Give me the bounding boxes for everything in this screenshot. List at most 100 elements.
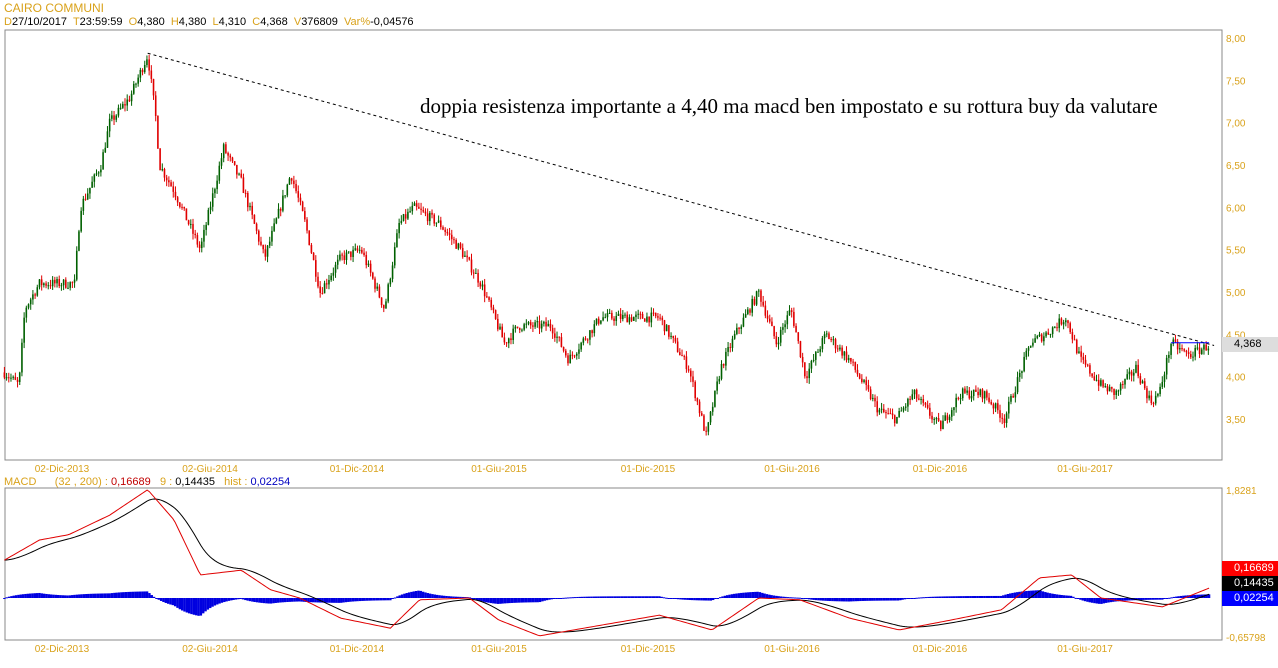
macd-hist-bar bbox=[627, 596, 631, 598]
macd-hist-bar bbox=[1088, 598, 1091, 603]
candle-body bbox=[795, 325, 797, 333]
macd-hist-bar bbox=[300, 598, 303, 602]
macd-hist-bar bbox=[1048, 593, 1052, 598]
macd-hist-bar bbox=[690, 598, 694, 601]
candle-body bbox=[779, 329, 782, 343]
macd-hist-bar bbox=[499, 598, 502, 604]
candle-body bbox=[444, 229, 446, 232]
candle-body bbox=[545, 321, 547, 327]
candle-body bbox=[352, 249, 354, 257]
macd-hist-bar bbox=[211, 598, 214, 607]
macd-hist-bar bbox=[1161, 598, 1164, 600]
macd-hist-bar bbox=[1027, 590, 1031, 598]
macd-hist-bar bbox=[672, 598, 675, 599]
macd-hist-bar bbox=[145, 591, 149, 598]
candle-body bbox=[751, 298, 754, 313]
macd-hist-bar bbox=[847, 598, 851, 602]
candle-body bbox=[154, 95, 157, 116]
macd-hist-bar bbox=[1147, 598, 1150, 600]
macd-hist-bar bbox=[248, 598, 252, 602]
macd-hist-bar bbox=[789, 597, 792, 599]
macd-hist-bar bbox=[202, 598, 205, 614]
candle-body bbox=[310, 245, 313, 253]
candle-body bbox=[1128, 371, 1131, 375]
candle-body bbox=[23, 317, 25, 343]
macd-hist-bar bbox=[585, 596, 589, 598]
candle-body bbox=[225, 144, 227, 153]
candle-body bbox=[216, 180, 218, 190]
candle-body bbox=[108, 118, 111, 132]
macd-hist-bar bbox=[428, 593, 432, 598]
macd-hist-bar bbox=[68, 595, 72, 598]
candle-body bbox=[681, 355, 683, 357]
candle-body bbox=[714, 390, 716, 407]
price-tick-label: 4,50 bbox=[1226, 330, 1246, 341]
macd-hist-bar bbox=[807, 598, 811, 600]
candle-body bbox=[565, 350, 567, 356]
macd-hist-bar bbox=[293, 598, 296, 602]
candle-body bbox=[536, 321, 539, 323]
macd-hist-bar bbox=[1093, 598, 1096, 604]
macd-hist-bar bbox=[885, 598, 888, 601]
price-tick-label: 7,50 bbox=[1226, 76, 1246, 87]
macd-hist-bar bbox=[501, 598, 504, 604]
candle-body bbox=[271, 230, 273, 242]
candle-body bbox=[909, 398, 911, 400]
candle-body bbox=[902, 407, 905, 411]
macd-tick-label: -0,65798 bbox=[1226, 633, 1266, 644]
macd-hist-bar bbox=[737, 593, 741, 598]
candle-body bbox=[907, 398, 909, 407]
candle-body bbox=[238, 173, 240, 175]
macd-hist-bar bbox=[623, 596, 626, 598]
macd-hist-bar bbox=[260, 598, 263, 603]
macd-hist-bar bbox=[10, 596, 13, 598]
macd-x-tick-label: 02-Giu-2014 bbox=[182, 644, 238, 655]
price-x-tick-label: 01-Dic-2015 bbox=[621, 464, 676, 475]
candle-body bbox=[867, 385, 870, 390]
candle-body bbox=[58, 279, 61, 287]
macd-hist-bar bbox=[377, 598, 380, 601]
candle-body bbox=[69, 282, 71, 288]
candle-body bbox=[437, 220, 440, 223]
candle-body bbox=[742, 317, 745, 327]
macd-hist-bar bbox=[1179, 595, 1183, 598]
candle-body bbox=[1108, 387, 1111, 392]
macd-hist-bar bbox=[978, 595, 982, 598]
candle-body bbox=[75, 250, 78, 280]
candle-body bbox=[192, 223, 194, 234]
candle-body bbox=[964, 388, 966, 393]
macd-hist-bar bbox=[744, 592, 748, 598]
macd-hist-bar bbox=[688, 598, 691, 601]
candle-body bbox=[266, 245, 269, 257]
macd-hist-bar bbox=[520, 598, 523, 603]
candle-body bbox=[512, 328, 514, 341]
macd-hist-bar bbox=[1016, 592, 1019, 598]
candle-body bbox=[1119, 384, 1122, 391]
t-label: T bbox=[72, 16, 80, 28]
candle-body bbox=[260, 241, 262, 245]
macd-hist-bar bbox=[103, 593, 107, 598]
macd-hist-bar bbox=[361, 598, 364, 601]
candle-body bbox=[415, 203, 418, 207]
candle-body bbox=[380, 297, 383, 306]
macd-hist-bar bbox=[265, 598, 268, 604]
candle-body bbox=[810, 360, 813, 369]
candle-body bbox=[172, 186, 175, 192]
candle-body bbox=[1115, 390, 1118, 395]
macd-hist-bar bbox=[655, 596, 659, 598]
candle-body bbox=[797, 332, 800, 342]
macd-hist-bar bbox=[239, 598, 242, 599]
candle-body bbox=[551, 327, 554, 334]
macd-hist-bar bbox=[1076, 598, 1080, 599]
candle-body bbox=[339, 254, 341, 260]
macd-hist-bar bbox=[391, 598, 394, 599]
candle-body bbox=[1075, 339, 1078, 354]
macd-hist-bar bbox=[630, 596, 633, 598]
candle-body bbox=[578, 349, 580, 354]
macd-hist-bar bbox=[1009, 593, 1012, 598]
candle-body bbox=[852, 361, 854, 363]
macd-hist-bar bbox=[929, 596, 932, 598]
candle-body bbox=[885, 412, 887, 414]
macd-hist-bar bbox=[251, 598, 254, 602]
macd-hist-bar bbox=[735, 593, 738, 598]
